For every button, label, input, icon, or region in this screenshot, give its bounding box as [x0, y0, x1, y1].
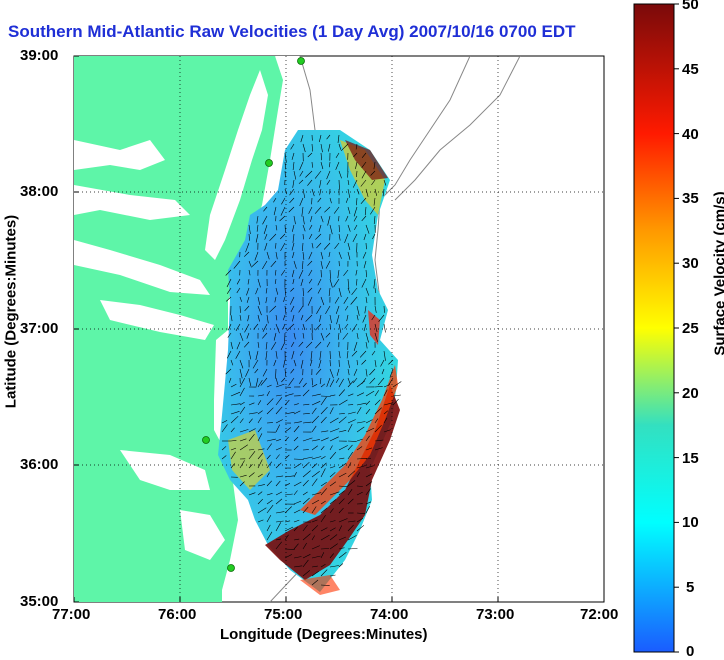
station-marker [298, 58, 305, 65]
colorbar [634, 4, 674, 652]
colorbar-tick: 0 [686, 643, 694, 660]
colorbar-tick: 5 [686, 579, 694, 596]
colorbar-tick: 35 [682, 190, 699, 207]
colorbar-tick: 25 [682, 320, 699, 337]
xtick-label: 76:00 [158, 606, 196, 623]
xtick-label: 72:00 [580, 606, 618, 623]
colorbar-tick: 30 [682, 255, 699, 272]
ytick-label: 38:00 [20, 183, 58, 200]
station-marker [203, 437, 210, 444]
x-axis-label: Longitude (Degrees:Minutes) [220, 626, 428, 643]
ytick-label: 37:00 [20, 320, 58, 337]
xtick-label: 75:00 [264, 606, 302, 623]
colorbar-tick: 20 [682, 385, 699, 402]
colorbar-label: Surface Velocity (cm/s) [712, 174, 724, 374]
colorbar-tick: 15 [682, 450, 699, 467]
colorbar-tick: 45 [682, 61, 699, 78]
station-marker [228, 565, 235, 572]
xtick-label: 74:00 [370, 606, 408, 623]
xtick-label: 73:00 [476, 606, 514, 623]
ytick-label: 39:00 [20, 47, 58, 64]
y-axis-label: Latitude (Degrees:Minutes) [3, 207, 20, 417]
xtick-label: 77:00 [52, 606, 90, 623]
colorbar-tick: 50 [682, 0, 699, 13]
colorbar-tick: 10 [682, 514, 699, 531]
ytick-label: 36:00 [20, 456, 58, 473]
station-marker [266, 160, 273, 167]
colorbar-tick: 40 [682, 126, 699, 143]
